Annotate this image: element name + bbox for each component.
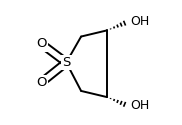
Text: O: O (36, 76, 47, 89)
Text: OH: OH (130, 15, 150, 28)
Text: OH: OH (130, 99, 150, 112)
Text: O: O (36, 38, 47, 51)
Text: S: S (62, 56, 70, 69)
